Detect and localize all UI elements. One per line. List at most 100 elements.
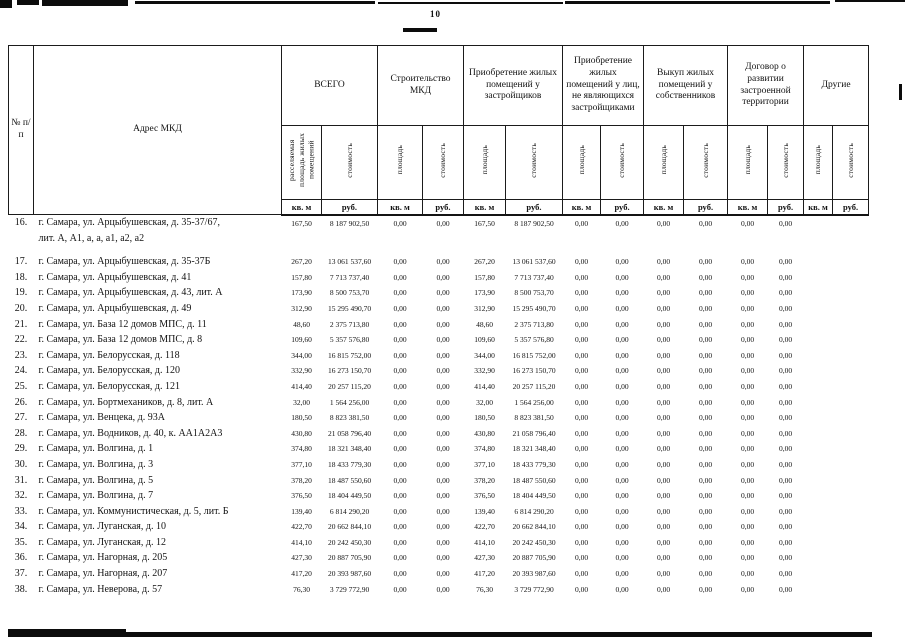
cell-construction-cost: 0,00 <box>436 303 450 313</box>
cell-non-developer-purchase-area: 0,00 <box>574 397 589 407</box>
scan-artifact <box>42 0 128 6</box>
scan-artifact <box>378 2 563 4</box>
cell-construction-cost: 0,00 <box>436 537 450 547</box>
row-address: г. Самара, ул. Волгина, д. 3 <box>34 457 282 473</box>
row-number: 29. <box>14 443 28 455</box>
row-number: 33. <box>14 505 28 517</box>
table-row: 30. г. Самара, ул. Волгина, д. 3 377,10 1… <box>9 457 869 473</box>
row-address: г. Самара, ул. Волгина, д. 7 <box>34 488 282 504</box>
row-address-line1: г. Самара, ул. Луганская, д. 10 <box>38 521 166 533</box>
cell-buyout-area: 0,00 <box>656 350 671 360</box>
cell-other-cost <box>833 332 869 348</box>
cell-developer-purchase-cost: 18 321 348,40 <box>512 444 556 454</box>
row-address-line1: г. Самара, ул. Арцыбушевская, д. 41 <box>38 271 192 283</box>
cell-non-developer-purchase-cost: 0,00 <box>615 428 629 438</box>
table-row: 22. г. Самара, ул. База 12 домов МПС, д.… <box>9 332 869 348</box>
cell-buyout-area: 0,00 <box>656 397 671 407</box>
cell-development-agreement-area: 0,00 <box>740 584 755 594</box>
cell-non-developer-purchase-area: 0,00 <box>574 475 589 485</box>
cell-non-developer-purchase-area: 0,00 <box>574 288 589 298</box>
row-address-line1: г. Самара, ул. Белорусская, д. 121 <box>38 380 181 392</box>
cell-buyout-area: 0,00 <box>656 319 671 329</box>
cell-total-cost: 20 887 705,90 <box>327 553 372 563</box>
col-group-non-developer-purchase: Приобретение жилых помещений у лиц, не я… <box>561 45 645 126</box>
cell-other-cost <box>833 363 869 379</box>
cell-total-area: 109,60 <box>291 335 312 345</box>
cell-other-cost <box>833 473 869 489</box>
row-address: г. Самара, ул. Арцыбушевская, д. 35-37/6… <box>34 215 282 255</box>
cell-developer-purchase-cost: 8 187 902,50 <box>514 218 554 228</box>
cell-other-cost <box>833 488 869 504</box>
table-row: 27. г. Самара, ул. Венцека, д. 93А 180,5… <box>9 410 869 426</box>
page-number: 10 <box>430 9 441 19</box>
cell-non-developer-purchase-area: 0,00 <box>574 335 589 345</box>
cell-total-cost: 18 404 449,50 <box>327 491 372 501</box>
row-address-line1: г. Самара, ул. Арцыбушевская, д. 43, лит… <box>38 287 223 299</box>
cell-other-cost <box>833 566 869 582</box>
table-row: 37. г. Самара, ул. Нагорная, д. 207 417,… <box>9 566 869 582</box>
cell-developer-purchase-cost: 15 295 490,70 <box>512 303 556 313</box>
subcol-agreement-cost: стоимость <box>767 125 805 200</box>
row-address: г. Самара, ул. Нагорная, д. 205 <box>34 550 282 566</box>
cell-other-cost <box>833 441 869 457</box>
cell-development-agreement-cost: 0,00 <box>778 475 793 485</box>
cell-developer-purchase-cost: 18 433 779,30 <box>512 459 556 469</box>
cell-other-area <box>804 535 833 551</box>
cell-construction-area: 0,00 <box>393 288 407 298</box>
cell-development-agreement-cost: 0,00 <box>778 428 793 438</box>
cell-other-area <box>804 566 833 582</box>
unit-non-developer-area: кв. м <box>562 199 601 216</box>
cell-development-agreement-area: 0,00 <box>740 272 755 282</box>
cell-non-developer-purchase-cost: 0,00 <box>615 522 629 532</box>
unit-agreement-cost: руб. <box>767 199 805 216</box>
cell-buyout-cost: 0,00 <box>698 319 713 329</box>
cell-buyout-area: 0,00 <box>656 444 671 454</box>
cell-other-area <box>804 550 833 566</box>
cell-buyout-cost: 0,00 <box>698 569 713 579</box>
cell-non-developer-purchase-cost: 0,00 <box>615 381 629 391</box>
table-row: 18. г. Самара, ул. Арцыбушевская, д. 41 … <box>9 270 869 286</box>
cell-construction-area: 0,00 <box>393 584 407 594</box>
col-group-other: Другие <box>803 45 870 126</box>
cell-total-area: 417,20 <box>291 569 312 579</box>
cell-total-area: 430,80 <box>291 428 312 438</box>
cell-developer-purchase-cost: 20 887 705,90 <box>512 553 556 563</box>
cell-other-cost <box>833 550 869 566</box>
cell-developer-purchase-cost: 1 564 256,00 <box>514 397 554 407</box>
cell-other-area <box>804 285 833 301</box>
cell-total-area: 32,00 <box>293 397 310 407</box>
row-address-line1: г. Самара, ул. Арцыбушевская, д. 35-37Б <box>38 256 211 268</box>
row-number: 32. <box>14 490 28 502</box>
cell-other-area <box>804 582 833 598</box>
col-header-address: Адрес МКД <box>33 45 282 215</box>
cell-developer-purchase-area: 374,80 <box>474 444 495 454</box>
cell-construction-cost: 0,00 <box>436 319 450 329</box>
cell-buyout-cost: 0,00 <box>698 553 713 563</box>
table-header-groups: № п/п Адрес МКД ВСЕГО Строительство МКД … <box>8 45 870 215</box>
cell-non-developer-purchase-area: 0,00 <box>574 522 589 532</box>
row-address-line1: г. Самара, ул. Арцыбушевская, д. 35-37/6… <box>38 217 220 228</box>
cell-buyout-area: 0,00 <box>656 413 671 423</box>
cell-development-agreement-cost: 0,00 <box>778 491 793 501</box>
row-number: 36. <box>14 552 28 564</box>
cell-non-developer-purchase-cost: 0,00 <box>615 288 629 298</box>
cell-buyout-area: 0,00 <box>656 257 671 267</box>
cell-non-developer-purchase-area: 0,00 <box>574 491 589 501</box>
cell-developer-purchase-cost: 16 815 752,00 <box>512 350 556 360</box>
cell-development-agreement-area: 0,00 <box>740 303 755 313</box>
cell-total-area: 427,30 <box>291 553 312 563</box>
row-number: 26. <box>14 396 28 408</box>
cell-development-agreement-area: 0,00 <box>740 428 755 438</box>
cell-developer-purchase-area: 430,80 <box>474 428 495 438</box>
row-address: г. Самара, ул. Венцека, д. 93А <box>34 410 282 426</box>
cell-other-cost <box>833 426 869 442</box>
cell-development-agreement-cost: 0,00 <box>778 257 793 267</box>
cell-total-cost: 18 433 779,30 <box>327 459 372 469</box>
cell-total-cost: 1 564 256,00 <box>329 397 370 407</box>
cell-total-cost: 20 393 987,60 <box>327 569 372 579</box>
cell-development-agreement-cost: 0,00 <box>778 522 793 532</box>
cell-developer-purchase-area: 157,80 <box>474 272 495 282</box>
cell-other-area <box>804 254 833 270</box>
cell-construction-cost: 0,00 <box>436 366 450 376</box>
